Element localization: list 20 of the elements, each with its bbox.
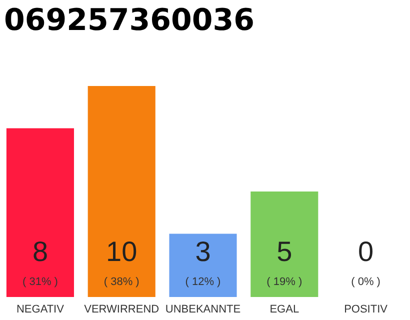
data-label: 5 xyxy=(276,236,292,267)
bar xyxy=(169,234,237,297)
annotation: ( 0% ) xyxy=(351,276,380,288)
x-tick-label: EGAL xyxy=(270,304,300,316)
annotation: ( 38% ) xyxy=(104,276,140,288)
bar xyxy=(88,86,156,297)
data-label: 8 xyxy=(32,236,48,267)
bar xyxy=(6,128,74,297)
x-tick-label: POSITIV xyxy=(344,304,388,316)
chart-title: 069257360036 xyxy=(4,3,254,38)
x-tick-label: NEGATIV xyxy=(16,304,65,316)
bar xyxy=(250,192,318,297)
x-tick-label: VERWIRREND xyxy=(84,304,160,316)
data-label: 10 xyxy=(106,236,138,267)
annotation: ( 12% ) xyxy=(185,276,221,288)
x-tick-label: UNBEKANNTE xyxy=(165,304,241,316)
data-label: 0 xyxy=(358,236,374,267)
data-label: 3 xyxy=(195,236,211,267)
annotation: ( 31% ) xyxy=(22,276,58,288)
annotation: ( 19% ) xyxy=(266,276,302,288)
